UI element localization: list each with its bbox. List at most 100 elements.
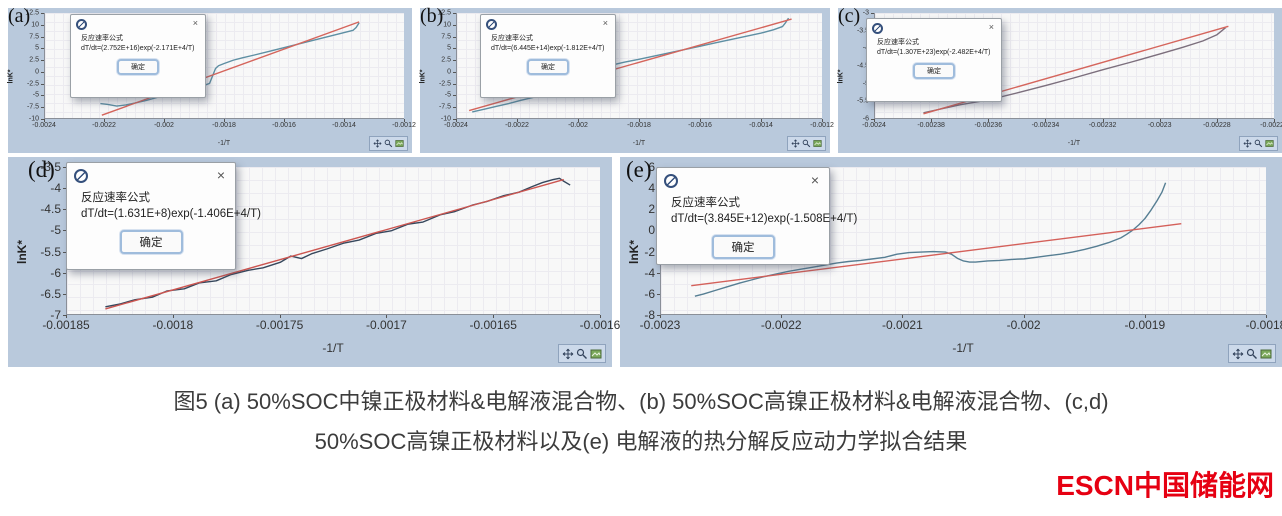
dialog-title: 反应速率公式 [491,35,533,42]
y-tick-label: 10 [31,21,39,29]
y-tick-mark [453,107,456,109]
y-tick-mark [41,71,44,73]
image-icon[interactable] [813,139,822,148]
zoom-icon[interactable] [576,348,588,360]
close-icon[interactable]: × [192,18,198,28]
y-tick-label: -2.5 [438,80,451,88]
x-tick-label: -0.0018 [627,122,651,129]
y-axis-label: lnK* [627,240,641,265]
y-tick-label: -7 [50,308,61,322]
x-tick-mark [104,119,105,122]
x-tick-mark [456,119,457,122]
y-tick-label: -7.5 [438,103,451,111]
close-icon[interactable]: × [988,22,994,32]
dialog-formula: dT/dt=(2.752E+16)exp(-2.171E+4/T) [81,45,195,52]
y-tick-label: -5 [444,91,451,99]
y-tick-label: -5 [863,80,869,87]
y-tick-mark [63,293,66,295]
y-tick-mark [871,13,874,14]
ok-button[interactable]: 确定 [527,59,569,75]
y-tick-mark [41,24,44,26]
x-tick-label: -0.00232 [1088,122,1117,129]
image-icon[interactable] [1265,139,1274,148]
y-tick-label: -8 [644,308,655,322]
close-icon[interactable]: × [810,172,819,188]
y-tick-mark [453,119,456,120]
series-fit [691,224,1181,286]
y-tick-label: 4 [648,181,655,196]
x-tick-label: -0.002 [1006,318,1041,332]
x-tick-label: -0.00185 [42,318,90,332]
x-tick-label: -0.0021 [882,318,923,332]
x-tick-mark [660,315,661,318]
y-tick-mark [657,293,660,295]
y-tick-label: -5 [32,91,39,99]
app-icon [872,23,883,34]
y-tick-label: -5 [50,223,61,238]
reaction-rate-dialog: × 反应速率公式 dT/dt=(2.752E+16)exp(-2.171E+4/… [70,14,206,98]
image-icon[interactable] [395,139,404,148]
panel-label: (b) [420,5,444,27]
x-tick-mark [700,119,701,122]
y-tick-label: 12.5 [25,9,39,17]
move-icon[interactable] [562,348,574,360]
y-tick-mark [453,36,456,38]
x-tick-label: -0.00238 [917,122,945,129]
move-icon[interactable] [791,139,800,148]
y-tick-mark [41,48,44,50]
panel-label: (c) [838,5,861,27]
ok-button[interactable]: 确定 [119,230,183,254]
move-icon[interactable] [1232,348,1244,360]
move-icon[interactable] [373,139,382,148]
close-icon[interactable]: × [602,18,608,28]
y-tick-mark [41,107,44,109]
image-icon[interactable] [590,348,602,360]
zoom-icon[interactable] [384,139,393,148]
x-tick-label: -0.0012 [810,122,834,129]
ok-button[interactable]: 确定 [117,59,159,75]
zoom-icon[interactable] [1254,139,1263,148]
reaction-rate-dialog: × 反应速率公式 dT/dt=(6.445E+14)exp(-1.812E+4/… [480,14,616,98]
ok-button[interactable]: 确定 [913,63,955,79]
x-tick-label: -0.002 [568,122,588,129]
zoom-icon[interactable] [802,139,811,148]
y-tick-label: -10 [440,115,451,123]
y-tick-mark [41,60,44,62]
dialog-formula: dT/dt=(1.307E+23)exp(-2.482E+4/T) [877,49,991,56]
zoom-icon[interactable] [1246,348,1258,360]
y-tick-label: 5 [447,44,451,52]
panel-label: (d) [28,157,55,182]
reaction-rate-dialog: × 反应速率公式 dT/dt=(1.631E+8)exp(-1.406E+4/T… [66,162,261,270]
x-tick-mark [578,119,579,122]
close-icon[interactable]: × [216,167,225,183]
x-tick-label: -0.00234 [1031,122,1060,129]
x-tick-label: -0.0018 [152,318,194,332]
y-tick-label: 2.5 [29,56,39,64]
app-window: lnK* -1/T × 反应速率公式 dT/dt=(3.845E+12)exp(… [620,157,1282,367]
app-icon [74,169,88,183]
y-tick-mark [657,315,660,316]
image-icon[interactable] [1260,348,1272,360]
move-icon[interactable] [1243,139,1252,148]
y-tick-mark [63,209,66,211]
x-tick-mark [44,119,45,122]
y-tick-mark [453,95,456,97]
x-tick-label: -0.0018 [212,122,236,129]
x-tick-label: -0.0022 [92,122,116,129]
x-tick-label: -0.0016 [272,122,296,129]
dialog-formula: dT/dt=(1.631E+8)exp(-1.406E+4/T) [81,208,261,220]
y-tick-mark [63,272,66,274]
x-tick-mark [1023,315,1025,318]
y-tick-label: -2.5 [26,80,39,88]
y-tick-label: 5 [35,44,39,52]
app-window: lnK* -1/T × 反应速率公式 dT/dt=(1.307E+23)exp(… [838,8,1282,153]
y-tick-label: -2 [644,244,655,259]
ok-button[interactable]: 确定 [711,235,775,259]
reaction-rate-dialog: × 反应速率公式 dT/dt=(3.845E+12)exp(-1.508E+4/… [656,167,857,265]
y-tick-label: -4 [863,45,869,52]
y-tick-mark [41,36,44,38]
x-tick-label: -0.0022 [760,318,802,332]
reaction-rate-dialog: × 反应速率公式 dT/dt=(1.307E+23)exp(-2.482E+4/… [866,18,1002,102]
app-icon [664,174,678,188]
